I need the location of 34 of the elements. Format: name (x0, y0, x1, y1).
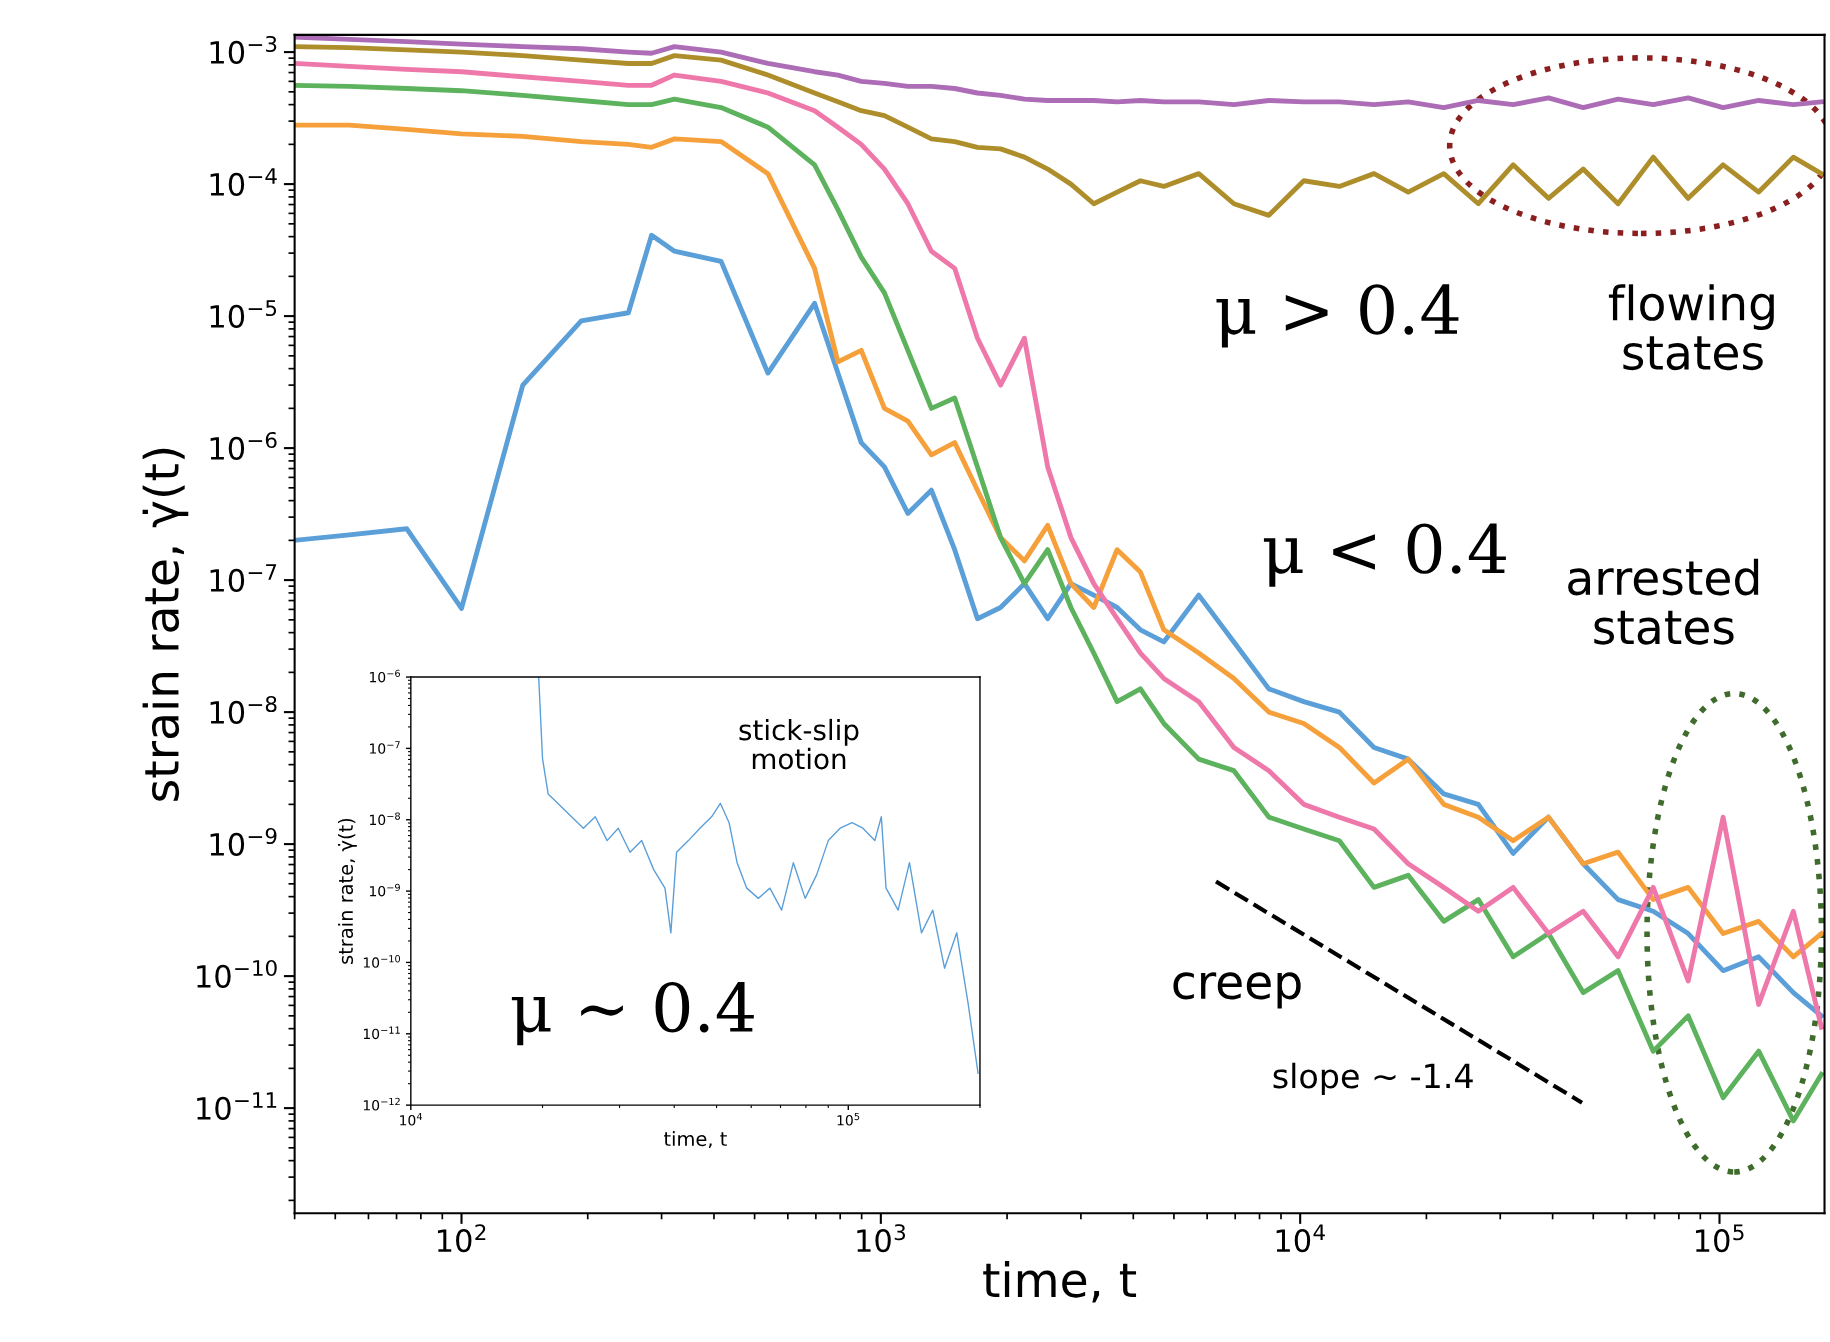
y-tick-label: 10$^{−11}$ (197, 1092, 277, 1120)
y-tick-label: 10$^{−9}$ (370, 883, 400, 897)
y-tick-label: 10$^{−7}$ (370, 741, 400, 754)
annotation: slope ~ -1.4 (1273, 1062, 1473, 1095)
annotation: μ < 0.4 (1263, 523, 1506, 587)
y-tick-label: 10$^{−12}$ (363, 1097, 400, 1111)
y-tick-label: 10$^{−4}$ (210, 168, 277, 196)
annotation: flowing states (1608, 284, 1774, 371)
x-tick-label: 10$^{3}$ (857, 1224, 906, 1253)
annotation: μ ~ 0.4 (511, 982, 754, 1046)
y-tick-label: 10$^{−10}$ (197, 959, 277, 988)
x-axis-title: time, t (663, 1131, 727, 1149)
y-tick-label: 10$^{−3}$ (210, 35, 277, 64)
y-tick-label: 10$^{−6}$ (370, 669, 400, 683)
x-tick-label: 10$^{4}$ (1276, 1224, 1325, 1253)
x-axis-title: time, t (983, 1261, 1137, 1303)
y-tick-label: 10$^{−11}$ (363, 1026, 400, 1040)
annotation: creep (1173, 972, 1301, 1009)
annotation: stick-slip motion (739, 718, 859, 770)
y-tick-label: 10$^{−10}$ (363, 955, 401, 968)
x-tick-label: 10$^{5}$ (837, 1112, 860, 1126)
x-tick-label: 10$^{4}$ (400, 1112, 423, 1126)
y-tick-label: 10$^{−5}$ (210, 300, 277, 328)
x-tick-label: 10$^{2}$ (437, 1224, 486, 1253)
y-axis-title: strain rate, γ̇(t) (142, 448, 189, 801)
x-tick-label: 10$^{5}$ (1695, 1224, 1744, 1253)
y-tick-label: 10$^{−7}$ (210, 564, 277, 592)
y-tick-label: 10$^{−6}$ (210, 431, 277, 460)
y-tick-label: 10$^{−9}$ (210, 827, 277, 856)
y-tick-label: 10$^{−8}$ (210, 695, 277, 724)
annotation: μ > 0.4 (1216, 284, 1459, 348)
y-tick-label: 10$^{−8}$ (370, 812, 400, 826)
annotation: arrested states (1568, 558, 1759, 645)
y-axis-title: strain rate, γ̇(t) (337, 818, 357, 964)
